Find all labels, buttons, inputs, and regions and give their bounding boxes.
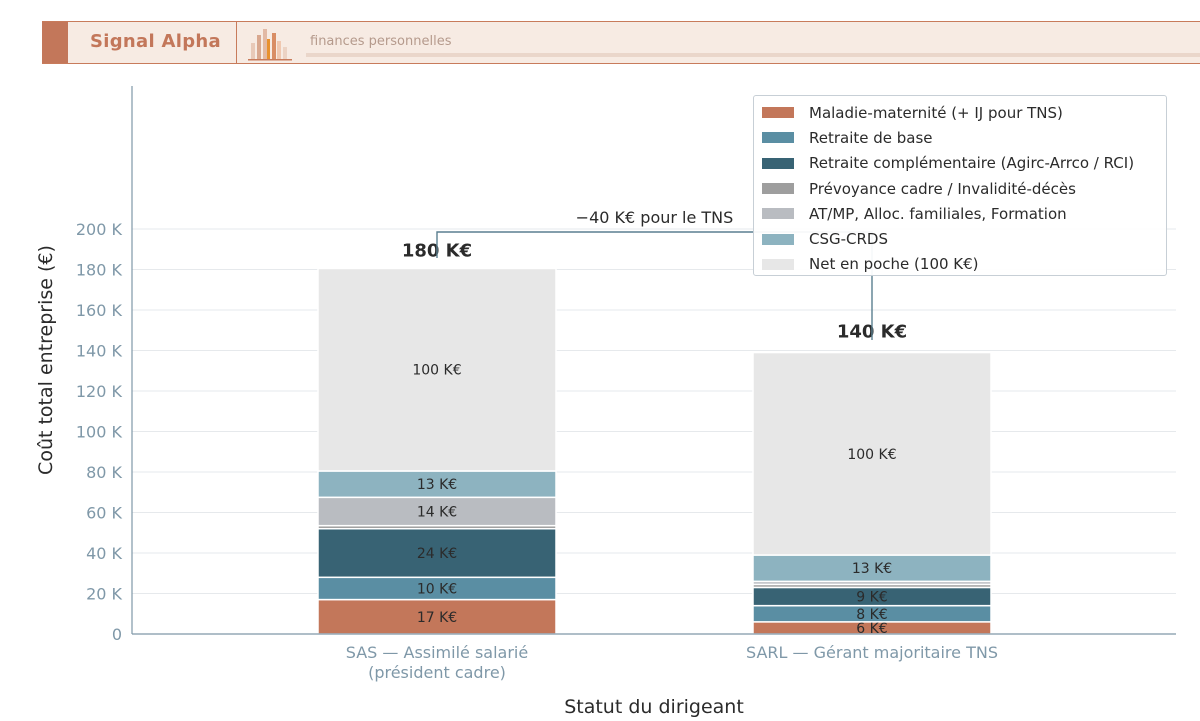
segment-value-label: 8 K€ [856, 607, 887, 623]
annotation-label: −40 K€ pour le TNS [576, 208, 734, 227]
y-axis-title: Coût total entreprise (€) [35, 245, 57, 475]
segment-value-label: 100 K€ [412, 363, 461, 379]
legend-label: Maladie-maternité (+ IJ pour TNS) [809, 103, 1063, 122]
segment-value-label: 24 K€ [417, 546, 457, 562]
legend-item: Retraite de base [762, 125, 1166, 150]
legend-swatch [762, 208, 794, 220]
y-tick-label: 100 K [76, 423, 123, 442]
y-tick-label: 180 K [76, 261, 123, 280]
y-tick-label: 140 K [76, 342, 123, 361]
y-tick-label: 80 K [86, 463, 122, 482]
x-tick-label: SARL — Gérant majoritaire TNS [746, 643, 998, 662]
x-tick-label: (président cadre) [368, 663, 506, 682]
legend-swatch [762, 157, 794, 169]
legend-item: AT/MP, Alloc. familiales, Formation [762, 201, 1166, 226]
axes: 0 20 K 40 K 60 K 80 K 100 K 120 K 140 K 160 K 180… [35, 86, 1176, 718]
segment-value-label: 14 K€ [417, 504, 457, 520]
y-tick-label: 200 K [76, 220, 123, 239]
bar-segment [317, 470, 557, 499]
x-tick-label: SAS — Assimilé salarié [346, 643, 528, 662]
y-tick-label: 160 K [76, 301, 123, 320]
legend-swatch [762, 233, 794, 245]
bars: 17 K€10 K€24 K€14 K€13 K€100 K€180 K€6 K… [317, 241, 992, 637]
segment-value-label: 10 K€ [417, 581, 457, 597]
legend-item: Retraite complémentaire (Agirc-Arrco / R… [762, 151, 1166, 176]
legend-item: Prévoyance cadre / Invalidité-décès [762, 176, 1166, 201]
annotation-bracket [436, 231, 873, 340]
legend-swatch [762, 183, 794, 195]
segment-value-label: 13 K€ [852, 561, 892, 577]
legend-label: Prévoyance cadre / Invalidité-décès [809, 179, 1076, 198]
legend-swatch [762, 132, 794, 144]
y-tick-label: 0 [112, 625, 122, 644]
brand-name[interactable]: Signal Alpha [90, 31, 221, 52]
header-divider [236, 22, 237, 63]
legend-label: Retraite de base [809, 128, 933, 147]
tagline: finances personnelles [310, 34, 452, 49]
segment-value-label: 13 K€ [417, 477, 457, 493]
brand-swatch [42, 22, 68, 63]
chart-legend: Maladie-maternité (+ IJ pour TNS) Retrait… [753, 95, 1167, 276]
legend-item: Maladie-maternité (+ IJ pour TNS) [762, 100, 1166, 125]
y-tick-label: 40 K [86, 544, 122, 563]
legend-swatch [762, 258, 794, 270]
bar-segment [317, 598, 557, 635]
segment-value-label: 17 K€ [417, 610, 457, 626]
bar-segment [752, 554, 992, 583]
bar-segment [317, 267, 557, 472]
y-tick-label: 20 K [86, 585, 122, 604]
site-header: Signal Alpha finances personnelles [42, 21, 1200, 64]
tagline-rule [306, 53, 1200, 57]
bar-chart-logo-icon [248, 29, 292, 61]
legend-swatch [762, 107, 794, 119]
grid-lines [132, 228, 1176, 594]
bar-segment [317, 496, 557, 527]
y-tick-label: 60 K [86, 504, 122, 523]
segment-value-label: 100 K€ [847, 447, 896, 463]
bar-segment [752, 351, 992, 556]
difference-annotation: −40 K€ pour le TNS [436, 208, 873, 340]
segment-value-label: 9 K€ [856, 590, 887, 606]
y-tick-label: 120 K [76, 382, 123, 401]
segment-value-label: 6 K€ [856, 621, 887, 637]
legend-label: AT/MP, Alloc. familiales, Formation [809, 204, 1067, 223]
legend-item: Net en poche (100 K€) [762, 252, 1166, 277]
x-axis-title: Statut du dirigeant [564, 696, 744, 718]
legend-label: Retraite complémentaire (Agirc-Arrco / R… [809, 154, 1135, 173]
legend-label: CSG-CRDS [809, 230, 888, 249]
legend-item: CSG-CRDS [762, 226, 1166, 251]
legend-label: Net en poche (100 K€) [809, 255, 979, 274]
